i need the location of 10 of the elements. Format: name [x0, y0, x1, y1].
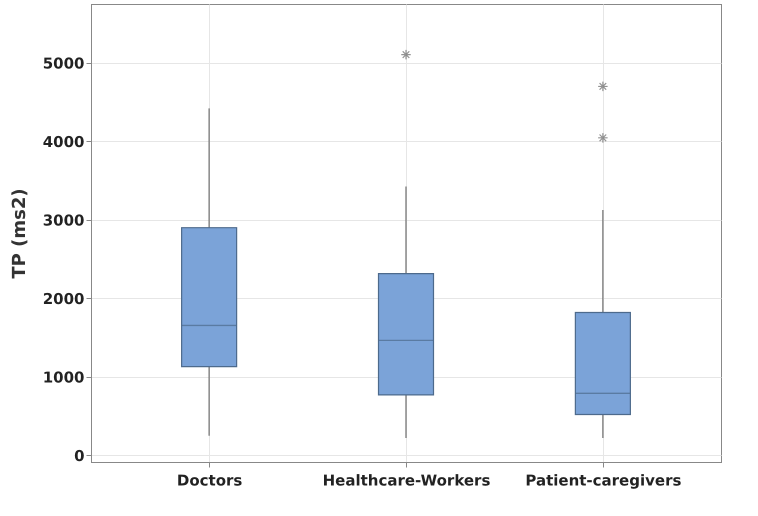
y-tick-label: 3000: [42, 211, 84, 230]
y-axis-title: TP (ms2): [8, 188, 30, 279]
y-tick-label: 2000: [42, 290, 84, 308]
y-tick-label: 0: [74, 446, 84, 465]
x-tick-label: Doctors: [176, 472, 242, 490]
x-tick-label: Patient-caregivers: [525, 472, 682, 490]
y-tick-label: 5000: [42, 54, 84, 72]
y-tick-label: 1000: [42, 368, 84, 386]
y-tick-label: 4000: [42, 132, 84, 151]
x-tick-label: Healthcare-Workers: [322, 472, 490, 490]
